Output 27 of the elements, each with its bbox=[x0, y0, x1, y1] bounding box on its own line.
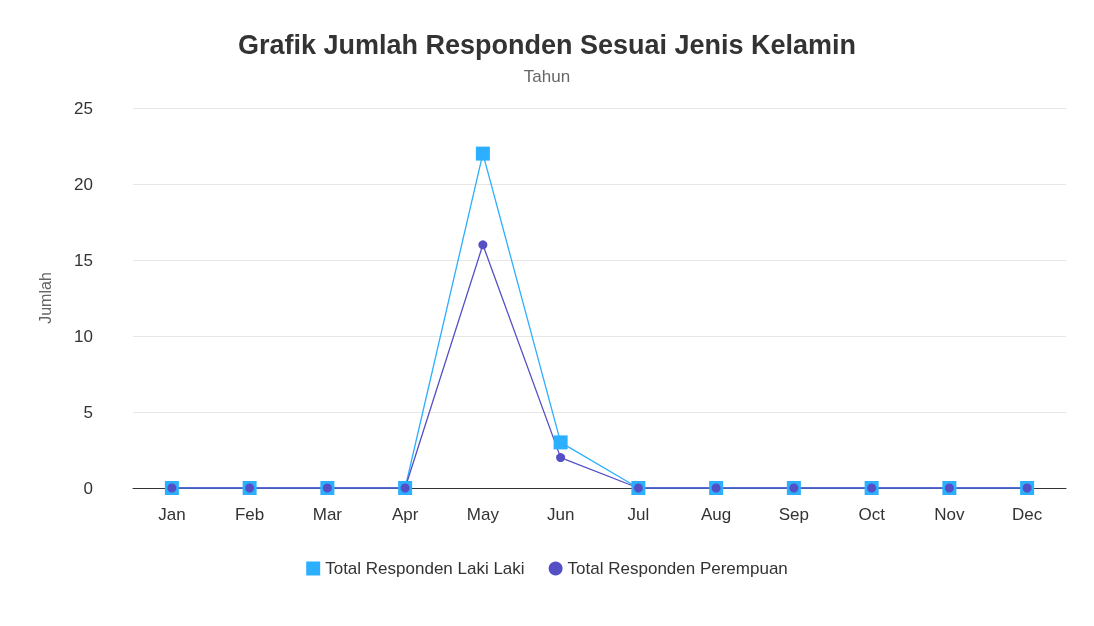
x-tick-label: Jul bbox=[627, 505, 650, 524]
legend-label: Total Responden Laki Laki bbox=[325, 559, 525, 578]
x-tick-label: Mar bbox=[312, 505, 343, 524]
point bbox=[556, 453, 566, 463]
legend-label: Total Responden Perempuan bbox=[567, 559, 788, 578]
x-tick-label: Jun bbox=[546, 505, 575, 524]
x-tick-label: Aug bbox=[701, 505, 732, 524]
x-tick-label: Jan bbox=[158, 505, 186, 524]
point bbox=[475, 146, 490, 161]
x-tick-label: May bbox=[466, 505, 500, 524]
chart-subtitle: Tahun bbox=[523, 67, 571, 86]
y-tick-label: 20 bbox=[74, 174, 93, 194]
point bbox=[478, 240, 488, 250]
y-axis-title: Jumlah bbox=[36, 272, 54, 324]
x-tick-label: Sep bbox=[778, 505, 809, 524]
y-tick-label: 10 bbox=[74, 326, 93, 346]
x-tick-label: Feb bbox=[234, 505, 265, 524]
x-tick-label: Apr bbox=[391, 505, 419, 524]
point bbox=[553, 435, 568, 450]
y-tick-label: 0 bbox=[83, 478, 93, 498]
y-tick-label: 5 bbox=[83, 402, 93, 422]
x-tick-label: Dec bbox=[1012, 505, 1043, 524]
y-tick-label: 15 bbox=[74, 250, 93, 270]
chart-title: Grafik Jumlah Responden Sesuai Jenis Kelamin bbox=[237, 29, 857, 60]
x-tick-label: Nov bbox=[934, 505, 965, 524]
y-tick-label: 25 bbox=[74, 98, 93, 118]
x-tick-label: Oct bbox=[858, 505, 886, 524]
